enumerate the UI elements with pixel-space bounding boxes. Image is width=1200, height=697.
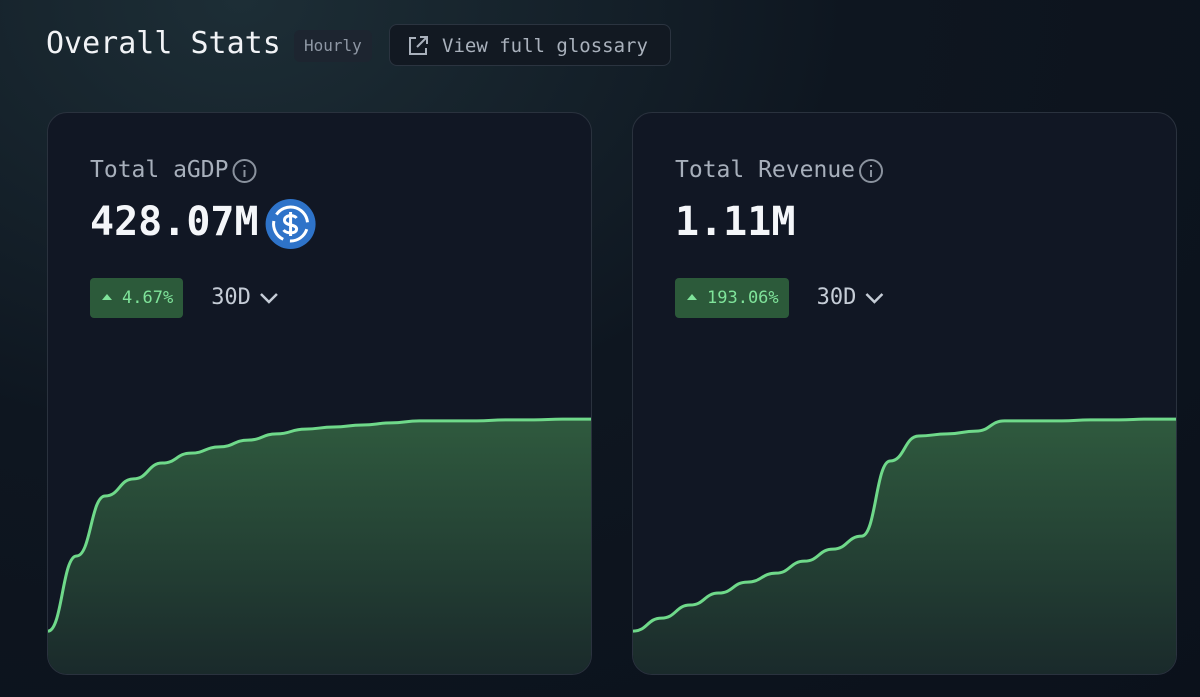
- area-line: [633, 417, 1176, 633]
- up-arrow-shape: [102, 294, 112, 300]
- usdc-dollar: [282, 212, 299, 236]
- up-arrow: [102, 294, 112, 300]
- area-line: [48, 417, 591, 633]
- up-arrow: [687, 294, 697, 300]
- chart: [48, 159, 591, 674]
- interval-badge: Hourly: [294, 30, 372, 62]
- stat-label: Total aGDP: [90, 157, 229, 183]
- page-title: Overall Stats: [46, 26, 281, 61]
- usdc-ring: [272, 205, 310, 243]
- info-circle: [232, 159, 257, 183]
- glossary-link-text[interactable]: View full glossary: [442, 35, 648, 57]
- external-icon: [409, 36, 428, 55]
- chevron: [260, 293, 278, 304]
- chevron: [865, 293, 884, 304]
- change-badge: 4.67%: [90, 278, 184, 318]
- stat-card: Total Revenue 1.11M 193.06% 30D: [632, 112, 1177, 675]
- stat-label: Total Revenue: [675, 157, 856, 183]
- change-badge: 193.06%: [675, 278, 789, 318]
- change-value: 193.06%: [707, 288, 779, 308]
- usdc-icon: [265, 199, 316, 249]
- change-value: 4.67%: [122, 288, 174, 308]
- stat-card: Total aGDP 428.07M 4.67% 30D: [47, 112, 592, 675]
- area-fill: [633, 419, 1176, 674]
- info-icon: [232, 159, 257, 183]
- info-circle: [859, 159, 884, 183]
- info-icon: [859, 159, 884, 183]
- period-select[interactable]: 30D: [816, 285, 857, 310]
- area-fill: [48, 419, 591, 674]
- period-select[interactable]: 30D: [211, 285, 251, 310]
- stat-value: 428.07M: [90, 199, 259, 245]
- up-arrow-shape: [687, 294, 697, 300]
- stat-value: 1.11M: [675, 199, 796, 245]
- chart: [633, 159, 1176, 674]
- glossary-link[interactable]: View full glossary: [389, 24, 671, 66]
